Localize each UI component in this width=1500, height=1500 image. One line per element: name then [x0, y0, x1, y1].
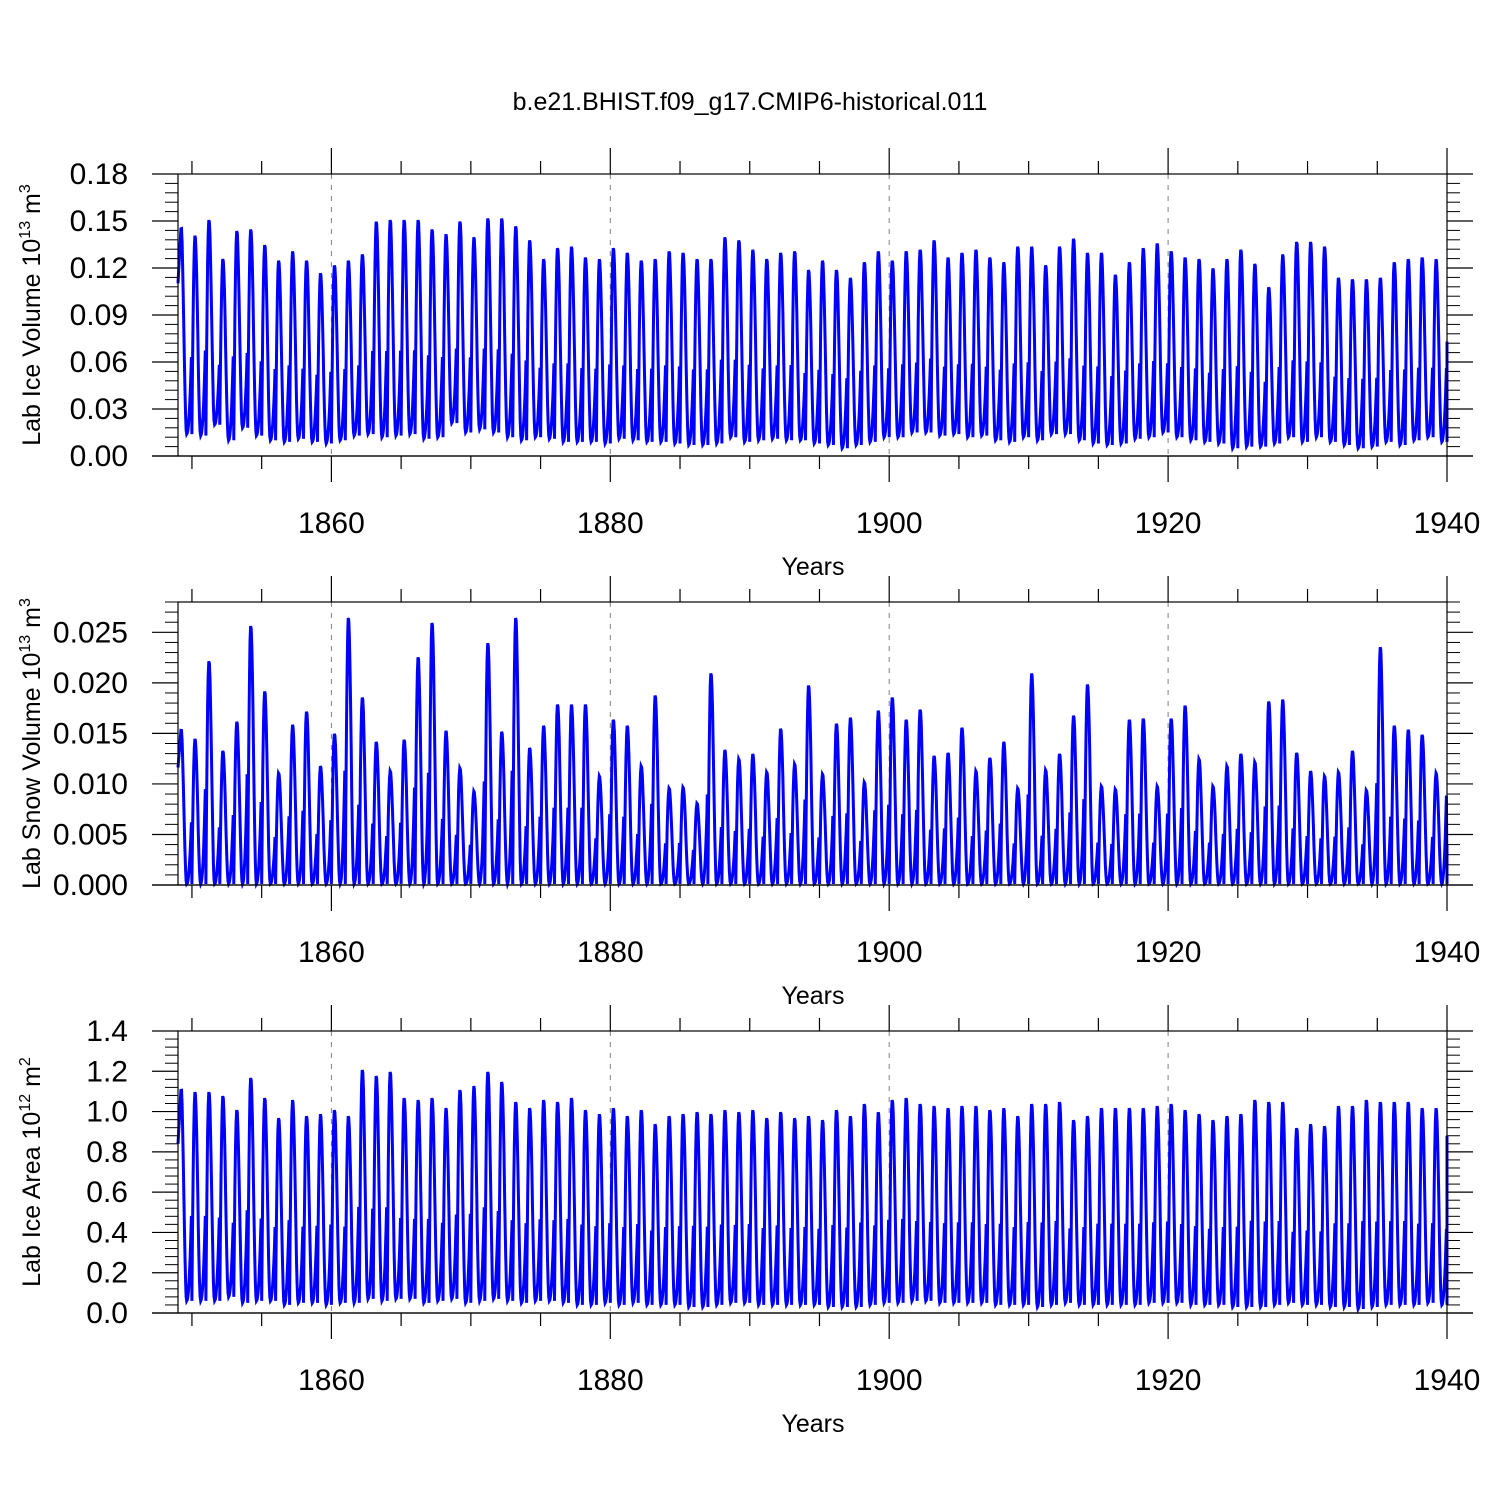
ice-area-series-line — [176, 1069, 1449, 1314]
ice-area-x-tick-label: 1860 — [298, 1364, 365, 1397]
ice-volume-y-tick-label: 0.18 — [70, 158, 128, 191]
snow-volume-x-tick-label: 1880 — [577, 936, 644, 969]
snow-volume-x-axis-label: Years — [781, 982, 844, 1010]
ice-volume-x-tick-label: 1880 — [577, 507, 644, 540]
ice-area-y-tick-label: 0.6 — [86, 1176, 128, 1209]
snow-volume-x-tick-label: 1920 — [1135, 936, 1202, 969]
snow-volume-y-tick-label: 0.000 — [53, 869, 128, 902]
ice-volume-series-line — [176, 218, 1449, 453]
ice-area-x-tick-label: 1880 — [577, 1364, 644, 1397]
snow-volume-y-tick-label: 0.010 — [53, 768, 128, 801]
snow-volume-x-tick-label: 1860 — [298, 936, 365, 969]
snow-volume-y-tick-label: 0.020 — [53, 667, 128, 700]
ice-volume-x-axis-label: Years — [781, 553, 844, 581]
ice-volume-x-tick-label: 1920 — [1135, 507, 1202, 540]
ice-volume-x-tick-label: 1900 — [856, 507, 923, 540]
snow-volume-y-tick-label: 0.025 — [53, 616, 128, 649]
chart-title: b.e21.BHIST.f09_g17.CMIP6-historical.011 — [513, 88, 988, 116]
ice-area-y-tick-label: 0.4 — [86, 1216, 128, 1249]
ice-volume-y-tick-label: 0.12 — [70, 252, 128, 285]
ice-volume-y-tick-label: 0.15 — [70, 205, 128, 238]
ice-volume-x-tick-label: 1860 — [298, 507, 365, 540]
panel-ice-volume: 0.00 0.03 0.06 0.09 0.12 0.15 0.18 1860 1880 190… — [17, 148, 1480, 581]
ice-area-y-tick-label: 0.0 — [86, 1297, 128, 1330]
ice-area-x-tick-label: 1920 — [1135, 1364, 1202, 1397]
ice-volume-y-axis-label: Lab Ice Volume 1013 m3 — [17, 184, 46, 446]
ice-area-y-axis-label: Lab Ice Area 1012 m2 — [17, 1057, 46, 1287]
snow-volume-series-line — [176, 617, 1449, 890]
ice-area-y-tick-label: 1.0 — [86, 1096, 128, 1129]
snow-volume-y-tick-label: 0.005 — [53, 818, 128, 851]
ice-area-y-tick-label: 0.2 — [86, 1257, 128, 1290]
panel-ice-area: 0.0 0.2 0.4 0.6 0.8 1.0 1.2 1.4 1860 1880 1900 192… — [17, 1005, 1480, 1438]
snow-volume-y-tick-label: 0.015 — [53, 717, 128, 750]
ice-area-x-tick-label: 1900 — [856, 1364, 923, 1397]
snow-volume-y-axis-label: Lab Snow Volume 1013 m3 — [17, 598, 46, 889]
ice-area-x-axis-label: Years — [781, 1410, 844, 1438]
ice-area-x-tick-label: 1940 — [1414, 1364, 1481, 1397]
ice-area-y-tick-label: 1.4 — [86, 1015, 128, 1048]
ice-area-y-tick-label: 1.2 — [86, 1055, 128, 1088]
ice-volume-x-tick-label: 1940 — [1414, 507, 1481, 540]
snow-volume-x-tick-label: 1900 — [856, 936, 923, 969]
ice-volume-y-tick-label: 0.06 — [70, 346, 128, 379]
ice-volume-y-tick-label: 0.09 — [70, 299, 128, 332]
snow-volume-x-tick-label: 1940 — [1414, 936, 1481, 969]
panel-snow-volume: 0.000 0.005 0.010 0.015 0.020 0.025 1860 1880 1… — [17, 576, 1480, 1010]
ice-volume-y-tick-label: 0.00 — [70, 440, 128, 473]
ice-volume-y-tick-label: 0.03 — [70, 393, 128, 426]
ice-area-y-tick-label: 0.8 — [86, 1136, 128, 1169]
